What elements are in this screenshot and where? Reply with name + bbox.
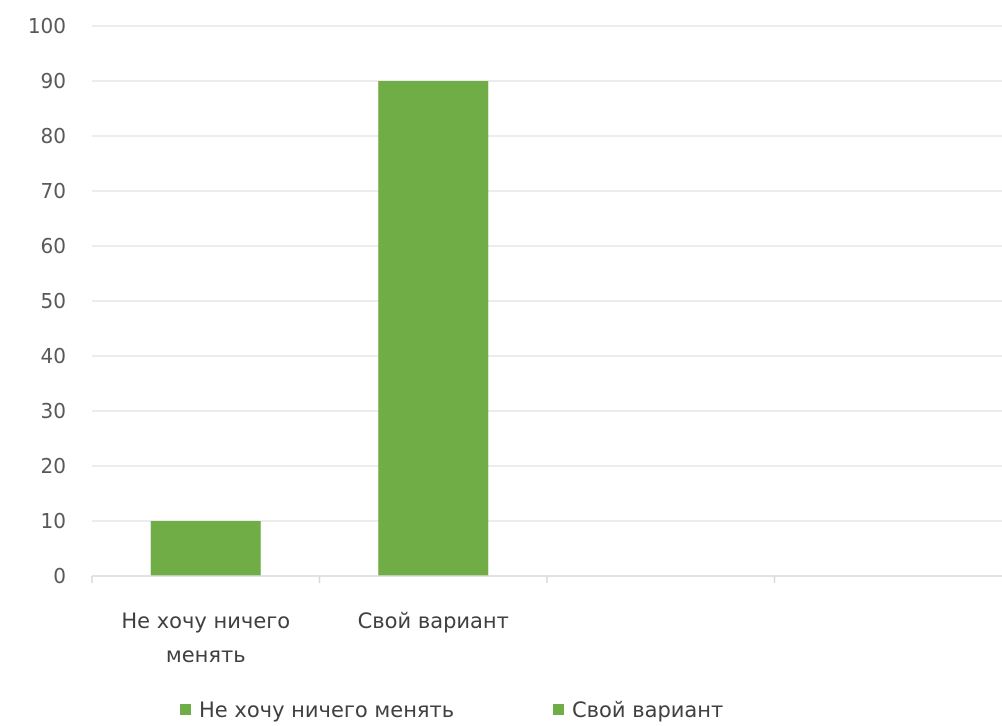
legend-swatch xyxy=(553,704,564,715)
y-tick-label: 80 xyxy=(41,124,66,148)
y-tick-label: 40 xyxy=(41,344,66,368)
legend-swatch xyxy=(180,704,191,715)
x-category-label: Свой вариант xyxy=(358,609,509,633)
y-axis: 0 10 20 30 40 50 60 70 80 90 100 xyxy=(28,14,66,588)
y-tick-label: 70 xyxy=(41,179,66,203)
legend-label: Свой вариант xyxy=(572,698,723,722)
y-tick-label: 20 xyxy=(41,454,66,478)
y-tick-label: 90 xyxy=(41,69,66,93)
bar-1 xyxy=(150,521,261,576)
y-tick-label: 100 xyxy=(28,14,66,38)
x-category-label: менять xyxy=(166,643,246,667)
y-tick-label: 60 xyxy=(41,234,66,258)
y-tick-label: 50 xyxy=(41,289,66,313)
y-tick-label: 30 xyxy=(41,399,66,423)
y-tick-label: 10 xyxy=(41,509,66,533)
x-axis: Не хочу ничего менять Свой вариант xyxy=(91,575,1002,667)
gridlines xyxy=(92,25,1002,522)
y-tick-label: 0 xyxy=(53,564,66,588)
legend: Не хочу ничего менять Свой вариант xyxy=(180,698,723,722)
bars xyxy=(150,81,489,576)
bar-2 xyxy=(378,81,489,576)
legend-label: Не хочу ничего менять xyxy=(199,698,454,722)
x-category-label: Не хочу ничего xyxy=(121,609,290,633)
